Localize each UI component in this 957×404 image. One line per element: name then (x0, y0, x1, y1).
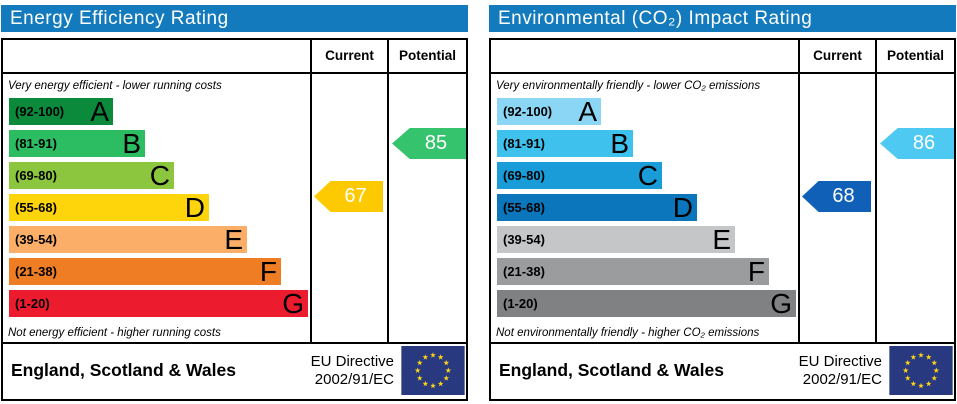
eu-directive-line1: EU Directive (310, 352, 394, 370)
co2-current-arrow: 68 (802, 181, 871, 212)
co2-current-column: 68 (798, 74, 875, 342)
energy-current-column-header: Current (310, 40, 387, 72)
co2-band-d: (55-68) D (497, 192, 697, 223)
co2-band-f: (21-38) F (497, 256, 769, 287)
energy-band-b: (81-91) B (9, 128, 145, 159)
eu-flag-icon (401, 346, 465, 395)
energy-current-arrow: 67 (314, 181, 383, 212)
co2-band-e: (39-54) E (497, 224, 735, 255)
energy-band-c: (69-80) C (9, 160, 174, 191)
band-letter: C (149, 160, 170, 191)
eu-directive-label: EU Directive 2002/91/EC (799, 353, 882, 389)
band-letter: B (122, 128, 141, 159)
energy-band-e: (39-54) E (9, 224, 247, 255)
energy-table-body: Very energy efficient - lower running co… (3, 74, 466, 342)
energy-table-header-row: Current Potential (3, 40, 466, 74)
energy-rating-table: Current Potential Very energy efficient … (1, 38, 468, 401)
energy-band-f: (21-38) F (9, 256, 281, 287)
region-label: England, Scotland & Wales (11, 360, 236, 380)
co2-impact-panel: Environmental (CO₂) Impact Rating Curren… (489, 1, 956, 401)
eu-directive-line1: EU Directive (798, 352, 882, 370)
band-range-label: (55-68) (503, 200, 545, 215)
energy-bottom-caption: Not energy efficient - higher running co… (8, 327, 221, 339)
band-range-label: (21-38) (503, 264, 545, 279)
co2-bands: (92-100) A (81-91) B (69-80) C (55-68) (491, 96, 798, 319)
energy-efficiency-panel: Energy Efficiency Rating Current Potenti… (1, 1, 468, 401)
energy-table-footer: England, Scotland & Wales EU Directive 2… (3, 342, 466, 397)
co2-panel-title: Environmental (CO₂) Impact Rating (489, 5, 956, 32)
band-letter: D (672, 192, 693, 223)
energy-empty-header-cell (3, 40, 310, 72)
band-letter: B (610, 128, 629, 159)
band-letter: E (712, 224, 731, 255)
energy-potential-arrow: 85 (392, 128, 466, 159)
co2-table-header-row: Current Potential (491, 40, 954, 74)
co2-bottom-caption: Not environmentally friendly - higher CO… (496, 327, 760, 339)
energy-potential-value: 85 (424, 132, 448, 154)
energy-band-d: (55-68) D (9, 192, 209, 223)
band-range-label: (92-100) (503, 104, 553, 119)
band-range-label: (1-20) (503, 296, 538, 311)
co2-potential-column-header: Potential (875, 40, 954, 72)
energy-top-caption: Very energy efficient - lower running co… (8, 80, 222, 92)
energy-bands: (92-100) A (81-91) B (69-80) C (55-68) (3, 96, 310, 319)
band-range-label: (81-91) (15, 136, 57, 151)
band-range-label: (39-54) (503, 232, 545, 247)
band-letter: E (224, 224, 243, 255)
band-range-label: (69-80) (15, 168, 57, 183)
band-letter: F (747, 256, 765, 287)
energy-potential-column: 85 (387, 74, 466, 342)
co2-band-g: (1-20) G (497, 288, 796, 319)
energy-current-value: 67 (344, 185, 367, 207)
eu-directive-label: EU Directive 2002/91/EC (311, 353, 394, 389)
energy-potential-column-header: Potential (387, 40, 466, 72)
band-range-label: (81-91) (503, 136, 545, 151)
co2-band-chart: Very environmentally friendly - lower CO… (491, 74, 798, 342)
energy-band-g: (1-20) G (9, 288, 308, 319)
energy-current-column: 67 (310, 74, 387, 342)
band-letter: G (282, 288, 304, 319)
band-range-label: (21-38) (15, 264, 57, 279)
region-label: England, Scotland & Wales (499, 360, 724, 380)
co2-rating-table: Current Potential Very environmentally f… (489, 38, 956, 401)
eu-flag-icon (889, 346, 953, 395)
co2-top-caption: Very environmentally friendly - lower CO… (496, 80, 761, 92)
band-range-label: (1-20) (15, 296, 50, 311)
eu-directive-line2: 2002/91/EC (802, 370, 882, 388)
co2-band-b: (81-91) B (497, 128, 633, 159)
co2-potential-column: 86 (875, 74, 954, 342)
co2-empty-header-cell (491, 40, 798, 72)
band-range-label: (55-68) (15, 200, 57, 215)
band-letter: G (770, 288, 792, 319)
band-range-label: (92-100) (15, 104, 65, 119)
co2-band-a: (92-100) A (497, 96, 601, 127)
energy-panel-title: Energy Efficiency Rating (1, 5, 468, 32)
co2-current-column-header: Current (798, 40, 875, 72)
eu-directive-line2: 2002/91/EC (314, 370, 394, 388)
co2-potential-arrow: 86 (880, 128, 954, 159)
band-letter: C (637, 160, 658, 191)
co2-current-value: 68 (832, 185, 855, 207)
band-letter: A (90, 96, 109, 127)
co2-table-footer: England, Scotland & Wales EU Directive 2… (491, 342, 954, 397)
co2-table-body: Very environmentally friendly - lower CO… (491, 74, 954, 342)
co2-potential-value: 86 (912, 132, 936, 154)
band-range-label: (39-54) (15, 232, 57, 247)
co2-band-c: (69-80) C (497, 160, 662, 191)
energy-band-a: (92-100) A (9, 96, 113, 127)
band-letter: F (259, 256, 277, 287)
band-letter: D (184, 192, 205, 223)
band-letter: A (578, 96, 597, 127)
band-range-label: (69-80) (503, 168, 545, 183)
energy-band-chart: Very energy efficient - lower running co… (3, 74, 310, 342)
